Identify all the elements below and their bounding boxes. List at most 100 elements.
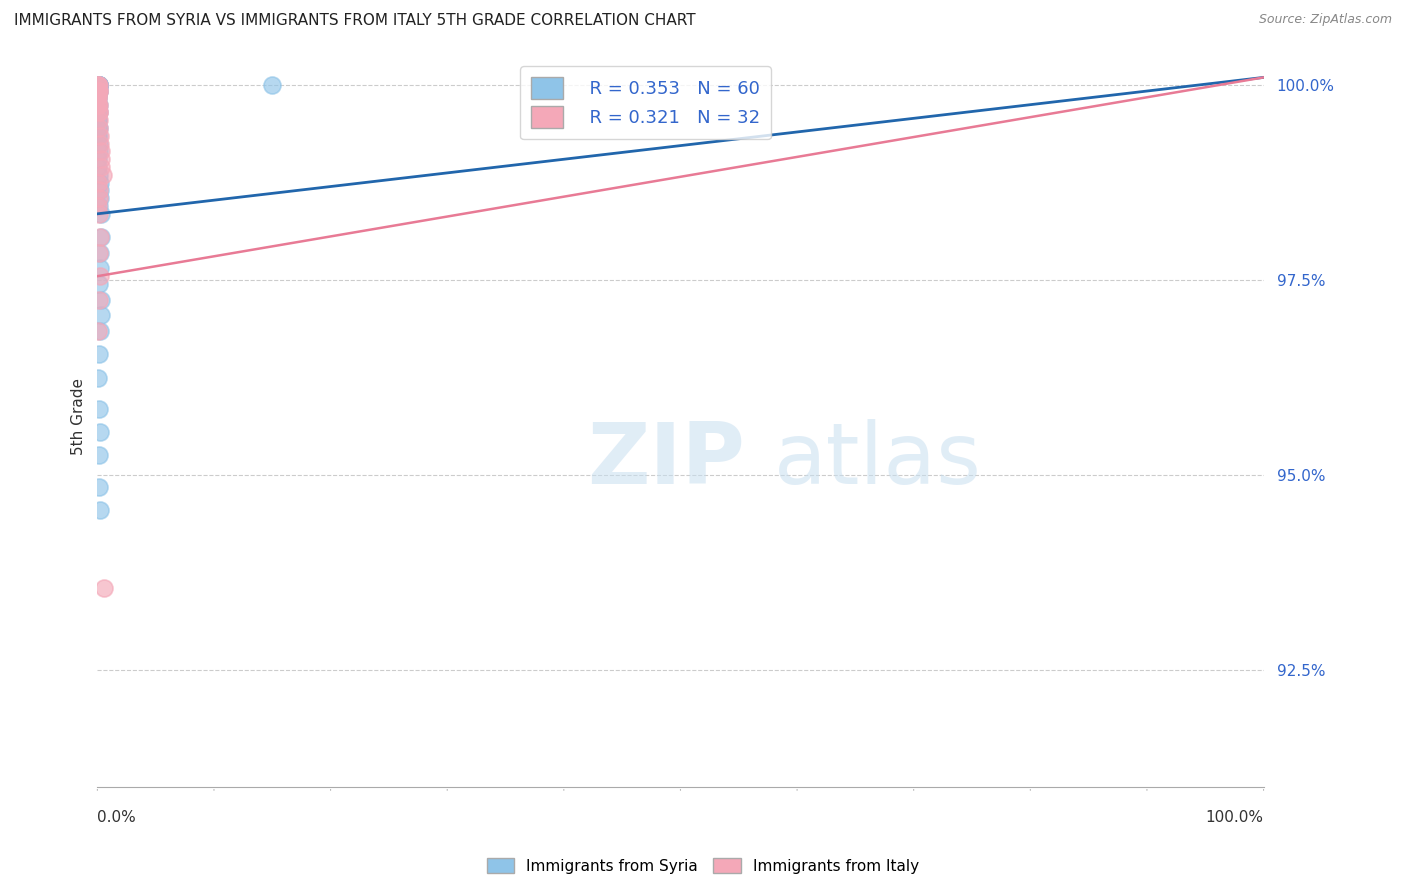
Point xyxy=(87,78,110,93)
Point xyxy=(87,105,110,120)
Point xyxy=(87,78,110,93)
Point xyxy=(87,97,110,112)
Point xyxy=(90,207,112,221)
Point xyxy=(87,105,110,120)
Text: 100.0%: 100.0% xyxy=(1205,810,1264,825)
Point xyxy=(87,78,110,93)
Point xyxy=(89,191,111,205)
Point xyxy=(90,153,112,167)
Point xyxy=(87,191,110,205)
Point xyxy=(87,176,110,190)
Point xyxy=(89,269,111,284)
Point xyxy=(87,78,110,93)
Point xyxy=(87,97,110,112)
Text: 0.0%: 0.0% xyxy=(97,810,136,825)
Point xyxy=(87,84,110,98)
Point xyxy=(87,78,110,93)
Point xyxy=(87,183,110,197)
Point xyxy=(89,230,111,244)
Point xyxy=(89,261,111,276)
Point xyxy=(89,199,111,213)
Point xyxy=(87,90,110,104)
Point xyxy=(87,121,110,136)
Point xyxy=(87,84,110,98)
Legend: Immigrants from Syria, Immigrants from Italy: Immigrants from Syria, Immigrants from I… xyxy=(481,852,925,880)
Point xyxy=(87,105,110,120)
Point xyxy=(87,293,110,307)
Point xyxy=(87,84,110,98)
Point xyxy=(87,113,110,128)
Point xyxy=(87,105,110,120)
Point xyxy=(89,324,111,338)
Text: atlas: atlas xyxy=(773,419,981,502)
Point xyxy=(87,277,110,291)
Point xyxy=(87,84,110,98)
Point xyxy=(87,78,110,93)
Point xyxy=(87,145,110,159)
Point xyxy=(90,145,112,159)
Point xyxy=(91,168,114,182)
Point xyxy=(87,347,110,361)
Point xyxy=(87,449,110,463)
Point xyxy=(89,176,111,190)
Point xyxy=(87,78,110,93)
Point xyxy=(89,121,111,136)
Point xyxy=(87,370,110,384)
Y-axis label: 5th Grade: 5th Grade xyxy=(72,378,86,455)
Point xyxy=(89,401,111,416)
Text: IMMIGRANTS FROM SYRIA VS IMMIGRANTS FROM ITALY 5TH GRADE CORRELATION CHART: IMMIGRANTS FROM SYRIA VS IMMIGRANTS FROM… xyxy=(14,13,696,29)
Point xyxy=(87,78,110,93)
Point xyxy=(87,324,110,338)
Point xyxy=(87,84,110,98)
Point xyxy=(87,90,110,104)
Point xyxy=(262,78,284,93)
Point xyxy=(89,136,111,151)
Point xyxy=(87,168,110,182)
Point xyxy=(89,183,111,197)
Point xyxy=(90,293,112,307)
Point xyxy=(89,425,111,439)
Legend:   R = 0.353   N = 60,   R = 0.321   N = 32: R = 0.353 N = 60, R = 0.321 N = 32 xyxy=(520,66,770,139)
Point xyxy=(87,90,110,104)
Point xyxy=(89,245,111,260)
Point xyxy=(87,78,110,93)
Point xyxy=(90,308,112,322)
Point xyxy=(87,113,110,128)
Point xyxy=(87,245,110,260)
Point xyxy=(89,503,111,517)
Point xyxy=(87,97,110,112)
Point xyxy=(87,121,110,136)
Point xyxy=(87,90,110,104)
Point xyxy=(87,128,110,143)
Point xyxy=(87,78,110,93)
Point xyxy=(87,160,110,174)
Point xyxy=(87,78,110,93)
Point xyxy=(87,84,110,98)
Point xyxy=(87,78,110,93)
Point xyxy=(87,84,110,98)
Point xyxy=(87,97,110,112)
Text: ZIP: ZIP xyxy=(588,419,745,502)
Point xyxy=(87,78,110,93)
Point xyxy=(87,136,110,151)
Point xyxy=(87,78,110,93)
Point xyxy=(87,84,110,98)
Point xyxy=(89,207,111,221)
Point xyxy=(87,78,110,93)
Point xyxy=(87,199,110,213)
Point xyxy=(90,230,112,244)
Point xyxy=(87,97,110,112)
Point xyxy=(87,78,110,93)
Point xyxy=(87,78,110,93)
Point xyxy=(90,160,112,174)
Point xyxy=(87,78,110,93)
Point xyxy=(87,128,110,143)
Point xyxy=(89,128,111,143)
Point xyxy=(87,480,110,494)
Point xyxy=(87,97,110,112)
Point xyxy=(87,78,110,93)
Text: Source: ZipAtlas.com: Source: ZipAtlas.com xyxy=(1258,13,1392,27)
Point xyxy=(87,153,110,167)
Point xyxy=(87,113,110,128)
Point xyxy=(93,581,115,595)
